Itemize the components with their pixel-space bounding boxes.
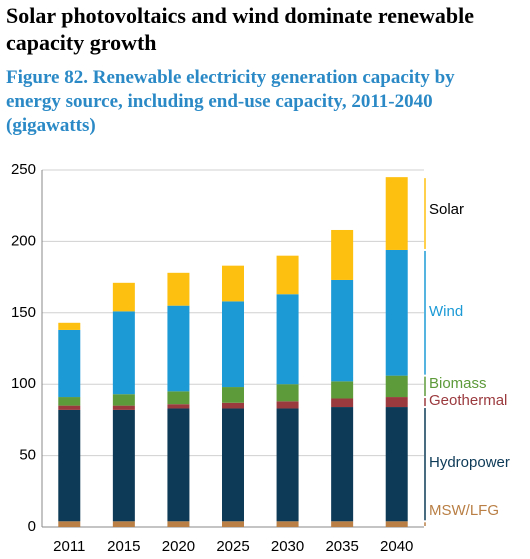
x-tick-label: 2025 bbox=[216, 538, 249, 555]
bar-segment bbox=[58, 322, 81, 330]
bar-segment bbox=[222, 301, 244, 388]
x-tick-label: 2030 bbox=[271, 538, 304, 555]
x-tick-label: 2035 bbox=[325, 538, 358, 555]
y-tick-label: 250 bbox=[11, 161, 36, 178]
bar-segment bbox=[167, 391, 190, 405]
bar-segment bbox=[167, 404, 190, 409]
y-tick-label: 50 bbox=[19, 447, 36, 464]
bar-segment bbox=[385, 375, 408, 398]
x-tick-label: 2011 bbox=[53, 538, 85, 555]
chart-title: Figure 82. Renewable electricity generat… bbox=[6, 67, 455, 136]
y-tick-label: 0 bbox=[28, 518, 36, 535]
bar-segment bbox=[112, 311, 135, 395]
bar-segment bbox=[58, 329, 81, 398]
bar-segment bbox=[385, 407, 408, 522]
bar-segment bbox=[331, 229, 354, 280]
bar-segment bbox=[331, 407, 354, 522]
x-tick-label: 2020 bbox=[162, 538, 195, 555]
legend-label: Hydropower bbox=[429, 454, 510, 471]
bar-segment bbox=[276, 294, 299, 385]
bar-segment bbox=[112, 521, 135, 527]
bar-segment bbox=[331, 381, 354, 399]
bar-segment bbox=[167, 305, 190, 392]
legend-label: MSW/LFG bbox=[429, 502, 499, 519]
bar-segment bbox=[331, 279, 354, 382]
bar-segment bbox=[112, 394, 135, 406]
bar-segment bbox=[331, 521, 354, 527]
bar-segment bbox=[276, 521, 299, 527]
bar-segment bbox=[112, 282, 135, 312]
y-tick-label: 150 bbox=[11, 304, 36, 321]
y-tick-label: 100 bbox=[11, 375, 36, 392]
bar-segment bbox=[276, 384, 299, 402]
bar-segment bbox=[276, 408, 299, 522]
legend-label: Solar bbox=[429, 201, 464, 218]
page-title: Solar photovoltaics and wind dominate re… bbox=[6, 3, 474, 55]
bar-segment bbox=[385, 397, 408, 408]
bar-segment bbox=[222, 521, 244, 527]
bar-segment bbox=[167, 272, 190, 306]
bar-segment bbox=[112, 405, 135, 410]
x-tick-label: 2040 bbox=[380, 538, 413, 555]
bar-segment bbox=[276, 255, 299, 295]
y-tick-label: 200 bbox=[11, 232, 36, 249]
bar-segment bbox=[58, 409, 81, 522]
bar-segment bbox=[276, 401, 299, 409]
legend-label: Biomass bbox=[429, 375, 487, 392]
bar-segment bbox=[58, 405, 81, 410]
bar-segment bbox=[385, 521, 408, 527]
bar-segment bbox=[58, 521, 81, 527]
legend-label: Wind bbox=[429, 303, 463, 320]
x-tick-label: 2015 bbox=[107, 538, 140, 555]
bar-segment bbox=[385, 177, 408, 250]
bar-segment bbox=[167, 408, 190, 522]
bar-segment bbox=[222, 402, 244, 409]
legend-label: Geothermal bbox=[429, 392, 507, 409]
bar-segment bbox=[222, 408, 244, 522]
bar-segment bbox=[58, 397, 81, 406]
bar-segment bbox=[385, 249, 408, 376]
bar-segment bbox=[222, 387, 244, 403]
bar-segment bbox=[222, 265, 244, 302]
bar-segment bbox=[112, 409, 135, 522]
bar-segment bbox=[167, 521, 190, 527]
bar-segment bbox=[331, 398, 354, 408]
